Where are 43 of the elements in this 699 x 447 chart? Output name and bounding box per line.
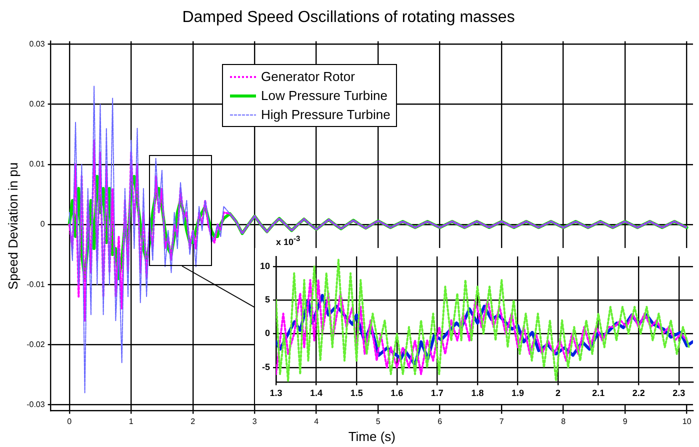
x-tick-label: 1.3 [270,388,282,398]
legend-label: High Pressure Turbine [261,106,390,124]
legend-label: Low Pressure Turbine [261,87,388,105]
x-tick-label: 6 [438,416,443,426]
y-tick-label: -0.03 [26,400,46,409]
x-axis-title: Time (s) [348,428,396,444]
x-tick-label: 2 [190,416,196,426]
x-tick-label: 8 [561,416,566,426]
x-tick-label: 5 [376,416,381,426]
y-tick-label: 0.02 [29,100,46,109]
x-tick-label: 1 [128,416,134,426]
line-series [276,258,690,382]
y-tick-label: -0.01 [26,280,46,289]
x-tick-label: 0 [67,416,72,426]
x-tick-label: 7 [499,416,504,426]
x-tick-label: 1.9 [511,388,524,398]
x-tick-label: 9 [622,416,628,426]
y-tick-label: 0 [264,328,270,338]
x-tick-label: 1.4 [310,388,323,398]
x-tick-label: 2.3 [672,388,686,398]
x-tick-label: 1.6 [390,388,404,398]
y-tick-label: 0 [40,220,46,229]
x-tick-label: 1.5 [350,388,363,398]
y-tick-label: 0.01 [29,160,46,169]
x-tick-label: 2.1 [592,388,605,398]
y-tick-label: -0.02 [26,340,46,349]
line-series [68,139,688,322]
y-axis-title: Speed Deviation in pu [5,162,20,290]
x-tick-label: 4 [314,416,320,426]
y-tick-label: -5 [262,362,270,372]
x-tick-label: 2 [556,388,561,398]
annotation: x 10$^{-3}$ [276,234,300,247]
x-tick-label: 1.7 [430,388,444,398]
y-tick-label: 10 [260,260,270,271]
line-series [276,278,688,376]
x-tick-label: 10 [682,416,692,426]
y-tick-label: 5 [264,294,270,305]
x-tick-label: 1.8 [471,388,484,398]
legend-label: Generator Rotor [261,68,355,86]
chart-title: Damped Speed Oscillations of rotating masses [182,9,515,26]
x-tick-label: 3 [252,416,258,426]
x-tick-label: 2.2 [632,388,645,398]
y-tick-label: 0.03 [29,39,46,48]
